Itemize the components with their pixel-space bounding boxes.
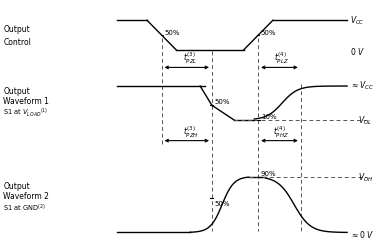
Text: Output: Output [4,182,30,191]
Text: Output: Output [4,86,30,96]
Text: $\approx V_{CC}$: $\approx V_{CC}$ [350,79,374,92]
Text: $V_{OL}$: $V_{OL}$ [358,114,372,127]
Text: $t_{PHZ}^{(4)}$: $t_{PHZ}^{(4)}$ [273,124,289,139]
Text: 50%: 50% [215,99,230,104]
Text: S1 at $V_{LOAD}$$^{(1)}$: S1 at $V_{LOAD}$$^{(1)}$ [4,106,49,118]
Text: $\approx 0\ V$: $\approx 0\ V$ [350,228,375,239]
Text: $0\ V$: $0\ V$ [350,45,365,56]
Text: 90%: 90% [261,170,277,176]
Text: $t_{PZH}^{(3)}$: $t_{PZH}^{(3)}$ [183,124,198,139]
Text: 50%: 50% [165,30,180,36]
Text: Waveform 2: Waveform 2 [4,192,49,200]
Text: S1 at GND$^{(2)}$: S1 at GND$^{(2)}$ [4,202,46,213]
Text: $t_{PLZ}^{(4)}$: $t_{PLZ}^{(4)}$ [274,51,289,66]
Text: $V_{CC}$: $V_{CC}$ [350,15,365,28]
Text: Output: Output [4,25,30,34]
Text: 10%: 10% [261,114,277,120]
Text: 50%: 50% [215,200,230,206]
Text: $V_{OH}$: $V_{OH}$ [358,170,373,183]
Text: Waveform 1: Waveform 1 [4,96,49,106]
Text: Control: Control [4,38,31,47]
Text: $t_{PZL}^{(3)}$: $t_{PZL}^{(3)}$ [183,51,198,66]
Text: 50%: 50% [261,30,277,36]
